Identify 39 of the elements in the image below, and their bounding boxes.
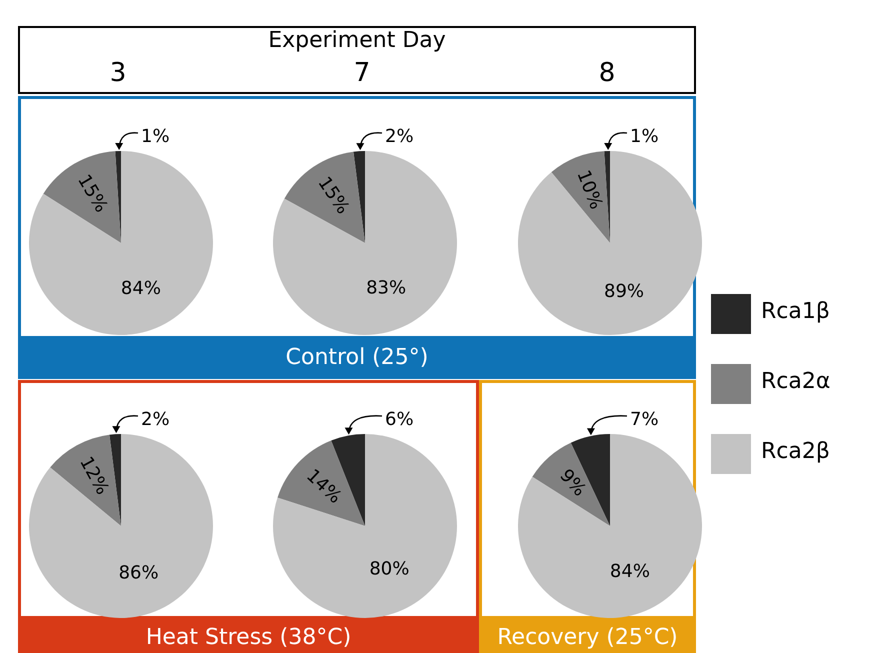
pie-slice [551,151,610,243]
data-label: 83% [366,278,406,299]
data-label: 1% [141,126,170,147]
data-label: 6% [385,408,414,430]
data-label: 84% [610,561,650,582]
text: 3 [108,58,128,88]
data-label: 89% [604,280,644,302]
pie-slice [532,442,610,526]
legend-label: Rca1β [761,299,830,324]
pie-slice [278,440,365,526]
pie-slice [29,434,213,618]
pie-slice [518,151,702,335]
pie-slice [353,151,365,243]
data-label: 10% [572,167,607,212]
data-label: 12% [75,453,113,498]
data-label: 7% [630,408,659,430]
pie-slice [273,151,457,335]
data-label: 1% [630,126,659,147]
pie-slice [518,434,702,618]
pie-slice [273,434,457,618]
text: Recovery (25°C) [479,616,696,653]
pie-slice [43,151,121,243]
data-label: 80% [369,558,410,580]
legend-label: Rca2α [761,369,830,394]
data-label: 2% [385,126,414,147]
pie-slice [109,434,121,526]
text: Control (25°) [18,336,696,378]
data-label: 84% [120,278,161,300]
text: 7 [352,58,372,88]
pie-slice [29,151,213,335]
text: 8 [598,58,616,88]
data-label: 2% [141,408,170,430]
data-label: 86% [118,562,159,584]
text: Experiment Day [267,28,447,53]
text: Heat Stress (38°C) [18,616,479,653]
data-label: 9% [555,465,590,500]
legend-label: Rca2β [761,439,830,464]
pie-slice [284,152,365,243]
pie-slice [50,434,121,526]
